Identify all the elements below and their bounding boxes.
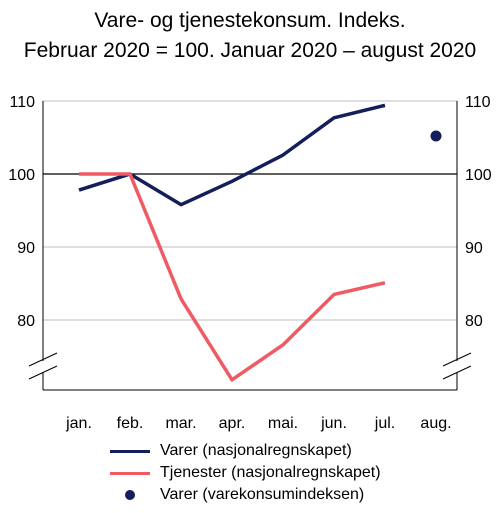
legend-label-varer: Varer (nasjonalregnskapet): [160, 442, 352, 459]
series-line-tjenester-nasjonalregnskapet: [79, 172, 386, 382]
x-tick-label-aug: aug.: [420, 415, 451, 432]
x-tick-label-jan: jan.: [65, 415, 92, 432]
y-tick-label-right-100: 100: [465, 167, 492, 184]
series-point-varer-varekonsumindeksen: [430, 130, 442, 142]
y-tick-label-left-90: 90: [17, 240, 35, 257]
x-tick-label-jun: jun.: [320, 415, 347, 432]
axis-break-right-lower: [442, 365, 472, 380]
legend-swatch-varer: [110, 449, 150, 453]
y-tick-label-right-110: 110: [465, 94, 491, 111]
y-tick-label-right-80: 80: [465, 313, 483, 330]
legend-swatch-varekonsumindeksen: [110, 490, 150, 500]
x-tick-label-feb: feb.: [117, 415, 144, 432]
axis-break-left-upper: [28, 352, 58, 367]
axis-break-right-upper: [442, 352, 472, 367]
chart-title: Vare- og tjenestekonsum. Indeks. Februar…: [0, 6, 500, 66]
chart-title-line-1: Vare- og tjenestekonsum. Indeks.: [94, 9, 406, 32]
x-tick-label-mai: mai.: [268, 415, 298, 432]
x-tick-label-mar: mar.: [165, 415, 196, 432]
y-tick-label-left-100: 100: [8, 167, 35, 184]
y-tick-label-left-80: 80: [17, 313, 35, 330]
y-tick-label-left-110: 110: [9, 94, 35, 111]
chart-legend: Varer (nasjonalregnskapet) Tjenester (na…: [110, 440, 381, 506]
legend-item-varer-varekonsumindeksen: Varer (varekonsumindeksen): [110, 484, 381, 506]
legend-label-tjenester: Tjenester (nasjonalregnskapet): [160, 464, 381, 481]
series-line-varer-nasjonalregnskapet: [78, 103, 386, 207]
x-tick-label-apr: apr.: [219, 415, 246, 432]
chart-title-line-2: Februar 2020 = 100. Januar 2020 – august…: [23, 39, 477, 62]
legend-item-tjenester-nasjonalregnskapet: Tjenester (nasjonalregnskapet): [110, 462, 381, 484]
x-tick-label-jul: jul.: [374, 415, 395, 432]
axis-break-left-lower: [28, 365, 58, 380]
legend-item-varer-nasjonalregnskapet: Varer (nasjonalregnskapet): [110, 440, 381, 462]
y-tick-label-right-90: 90: [465, 240, 483, 257]
legend-label-varekonsumindeksen: Varer (varekonsumindeksen): [160, 486, 365, 503]
legend-swatch-tjenester: [110, 471, 150, 475]
